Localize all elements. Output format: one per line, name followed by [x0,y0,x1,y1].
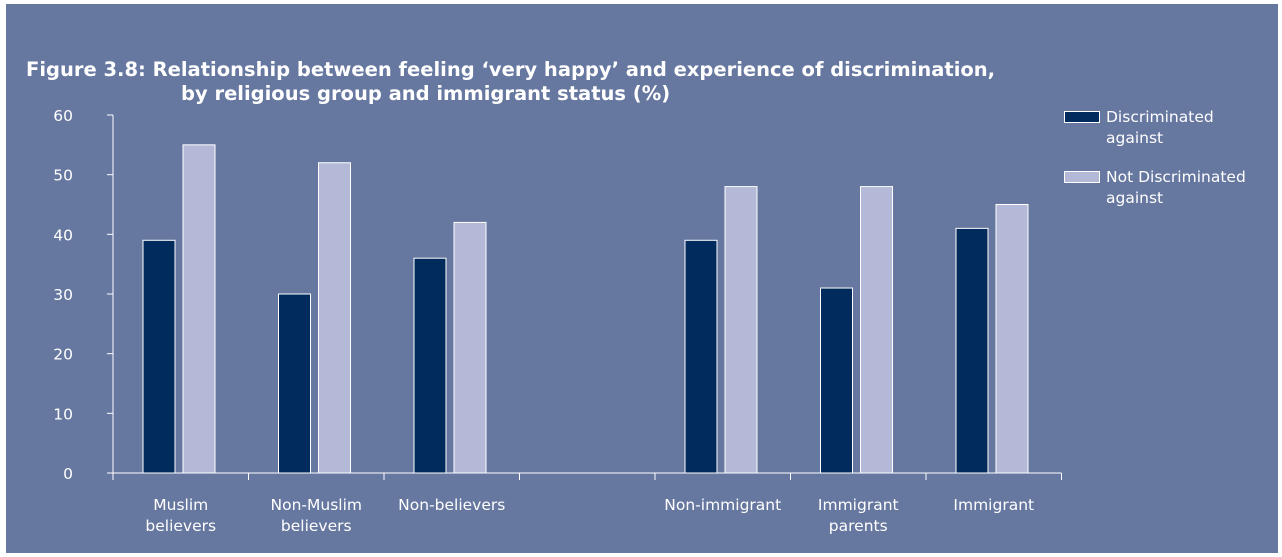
bars [142,144,1029,474]
bar-discriminated [820,287,853,474]
axes [107,114,1062,480]
bar-discriminated [142,239,176,474]
y-tick-label: 20 [53,346,73,364]
y-tick-label: 30 [53,286,73,304]
legend-label-line: against [1106,189,1164,207]
bar-discriminated [413,257,447,474]
x-category-label: believers [281,517,352,535]
chart-title-line-1: Figure 3.8: Relationship between feeling… [26,58,996,81]
bar-chart: 0 10 20 30 40 50 60 Muslim believers Non-Muslim be… [53,107,1062,535]
bar-discriminated [684,239,718,474]
chart-title: Figure 3.8: Relationship between feeling… [26,58,995,106]
bar-not-discriminated [995,204,1029,474]
y-tick-label: 0 [63,465,73,483]
x-category-label: Non-immigrant [664,496,781,514]
bar-not-discriminated [182,144,216,474]
bar-not-discriminated [453,221,487,474]
legend-item-not-discriminated: Not Discriminated against [1064,167,1276,209]
bar-not-discriminated [724,186,758,474]
bar-not-discriminated [318,162,351,474]
legend-label-line: against [1106,129,1164,147]
legend-swatch-not-discriminated [1064,171,1100,183]
legend-item-discriminated: Discriminated against [1064,107,1276,149]
y-tick-label: 60 [53,107,73,125]
x-category-label: believers [145,517,216,535]
x-category-label: Non-Muslim [271,496,362,514]
legend-swatch-discriminated [1064,111,1100,123]
legend-label-discriminated: Discriminated against [1106,107,1276,149]
legend-label-line: Discriminated [1106,108,1214,126]
y-tick-label: 50 [53,167,73,185]
axis-labels: 0 10 20 30 40 50 60 Muslim believers Non-Muslim be… [53,107,1034,535]
y-tick-label: 10 [53,405,73,423]
legend-label-line: Not Discriminated [1106,168,1246,186]
x-category-label: Muslim [153,496,208,514]
legend-label-not-discriminated: Not Discriminated against [1106,167,1276,209]
y-tick-label: 40 [53,226,73,244]
x-category-label: parents [829,517,888,535]
x-category-label: Immigrant [953,496,1034,514]
bar-discriminated [278,293,311,474]
bar-discriminated [955,227,989,474]
chart-title-line-2: by religious group and immigrant status … [181,82,671,105]
x-category-label: Non-believers [398,496,505,514]
chart-figure: Figure 3.8: Relationship between feeling… [6,4,1278,553]
x-category-label: Immigrant [818,496,899,514]
bar-not-discriminated [860,186,893,474]
